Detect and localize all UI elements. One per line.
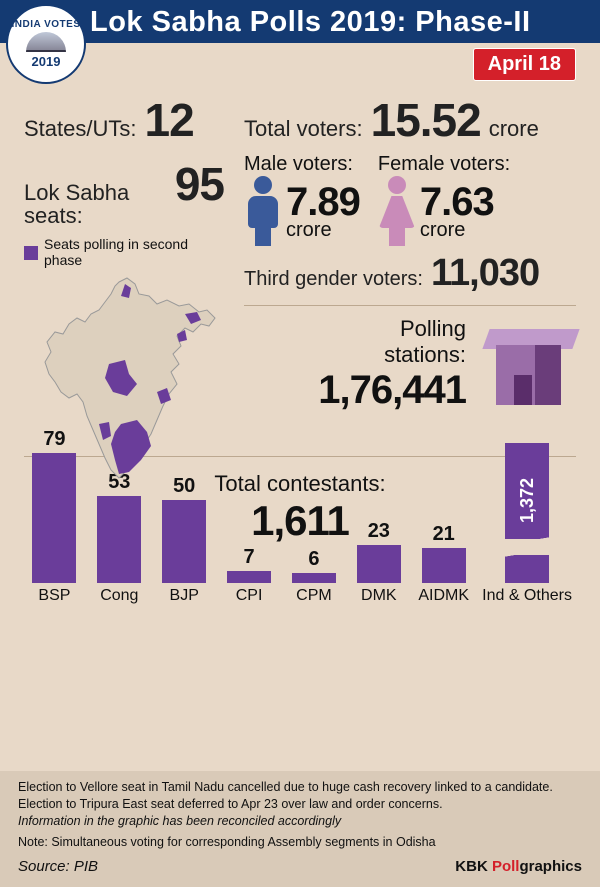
bar-value: 7	[244, 546, 255, 569]
footer-line-1: Election to Vellore seat in Tamil Nadu c…	[18, 779, 582, 796]
female-value: 7.63	[420, 180, 494, 224]
map-legend: Seats polling in second phase	[24, 237, 224, 268]
parliament-dome-icon	[26, 32, 66, 52]
polling-stations-row: Polling stations: 1,76,441	[244, 316, 576, 413]
polling-value: 1,76,441	[318, 368, 466, 413]
bar	[97, 496, 141, 583]
top-stats-row: States/UTs: 12 Lok Sabha seats: 95 Seats…	[24, 93, 576, 484]
credit-prefix: KBK	[455, 858, 492, 875]
bar-label: Cong	[100, 587, 138, 605]
total-voters-label: Total voters:	[244, 116, 363, 142]
polling-booth-icon	[486, 325, 576, 405]
seats-value: 95	[175, 157, 224, 211]
divider	[244, 305, 576, 306]
source: Source: PIB	[18, 857, 98, 877]
bar-wrap: 21 AIDMK	[417, 523, 470, 605]
bar-wrap: 50BJP	[158, 475, 211, 605]
bar-label: AIDMK	[418, 587, 469, 605]
states-label: States/UTs:	[24, 116, 136, 142]
legend-text: Seats polling in second phase	[44, 237, 224, 268]
footer: Election to Vellore seat in Tamil Nadu c…	[0, 771, 600, 887]
india-votes-logo: INDIA VOTES 2019	[6, 4, 86, 84]
bar-wrap: 7 CPI	[223, 546, 276, 605]
states-stat: States/UTs: 12	[24, 93, 224, 147]
seats-label-2: seats:	[24, 204, 129, 227]
right-column: Total voters: 15.52 crore Male voters: 7…	[244, 93, 576, 484]
bar	[162, 500, 206, 583]
seats-stat: Lok Sabha seats: 95	[24, 157, 224, 227]
gender-voters-row: Male voters: 7.89 crore Female voters:	[244, 153, 576, 246]
male-voters-block: Male voters: 7.89 crore	[244, 153, 360, 246]
bar-wrap: 23 DMK	[352, 520, 405, 605]
bar-label: CPI	[236, 587, 263, 605]
third-gender-stat: Third gender voters: 11,030	[244, 252, 576, 295]
bar	[357, 545, 401, 583]
states-value: 12	[144, 93, 193, 147]
male-value: 7.89	[286, 180, 360, 224]
main-content: States/UTs: 12 Lok Sabha seats: 95 Seats…	[0, 43, 600, 605]
third-gender-value: 11,030	[431, 252, 539, 295]
total-voters-value: 15.52	[371, 93, 481, 147]
female-icon	[378, 176, 416, 246]
legend-swatch	[24, 246, 38, 260]
footer-note: Note: Simultaneous voting for correspond…	[18, 834, 582, 851]
bar-label: BSP	[38, 587, 70, 605]
bar-label: Ind & Others	[482, 587, 572, 605]
female-voters-block: Female voters: 7.63 crore	[378, 153, 510, 246]
female-label: Female voters:	[378, 153, 510, 176]
credit: KBK Pollgraphics	[455, 857, 582, 877]
bar-wrap: 53Cong	[93, 471, 146, 605]
bar-value: 6	[308, 548, 319, 571]
left-column: States/UTs: 12 Lok Sabha seats: 95 Seats…	[24, 93, 224, 484]
credit-suffix: graphics	[519, 858, 582, 875]
male-label: Male voters:	[244, 153, 360, 176]
footer-line-3: Information in the graphic has been reco…	[18, 813, 582, 830]
bar: 1,372	[505, 443, 549, 583]
bar-label: BJP	[170, 587, 199, 605]
bar-value: 21	[433, 523, 455, 546]
logo-year: 2019	[32, 54, 61, 69]
bar	[422, 548, 466, 583]
polling-label-1: Polling	[318, 316, 466, 342]
footer-line-2: Election to Tripura East seat deferred t…	[18, 796, 582, 813]
india-map-svg	[24, 274, 234, 484]
india-map-icon	[24, 274, 224, 484]
bar-wrap: 1,372 Ind & Others	[482, 443, 572, 605]
polling-label-2: stations:	[318, 342, 466, 368]
bar	[227, 571, 271, 583]
page-title: Lok Sabha Polls 2019: Phase-II	[90, 6, 531, 38]
seats-label-1: Lok Sabha	[24, 181, 129, 204]
bar-value-vertical: 1,372	[517, 478, 538, 547]
male-icon	[244, 176, 282, 246]
source-value: PIB	[74, 858, 98, 875]
logo-top-text: INDIA VOTES	[11, 19, 80, 30]
bar-wrap: 6 CPM	[288, 548, 341, 605]
credit-red: Poll	[492, 858, 520, 875]
total-voters-stat: Total voters: 15.52 crore	[244, 93, 576, 147]
date-badge: April 18	[473, 48, 576, 81]
source-label: Source:	[18, 858, 70, 875]
total-voters-unit: crore	[489, 116, 539, 142]
bar-value: 23	[368, 520, 390, 543]
page-title-bar: Lok Sabha Polls 2019: Phase-II	[0, 0, 600, 43]
bar-label: CPM	[296, 587, 332, 605]
bar-label: DMK	[361, 587, 397, 605]
third-gender-label: Third gender voters:	[244, 268, 423, 291]
bar	[292, 573, 336, 583]
